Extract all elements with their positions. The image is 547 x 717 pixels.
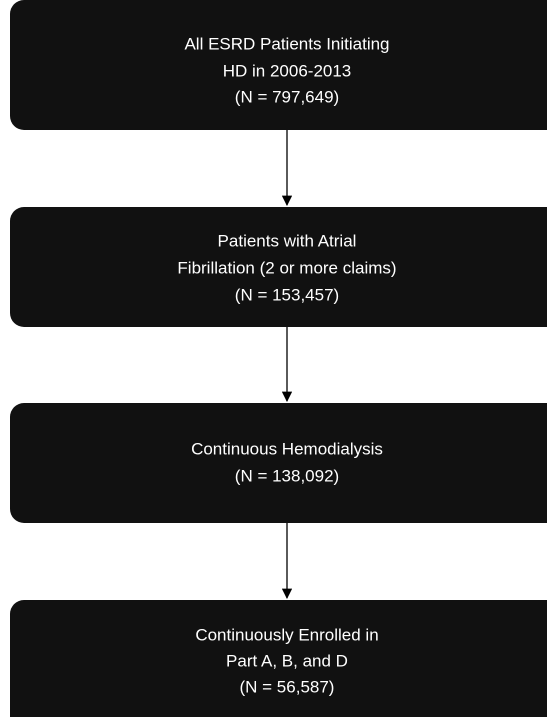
node-text: Patients with Atrial	[218, 231, 357, 250]
node-text: (N = 797,649)	[235, 87, 339, 106]
node-text: (N = 153,457)	[235, 285, 339, 304]
node-text: Continuously Enrolled in	[195, 625, 378, 644]
box	[10, 207, 547, 327]
node-text: (N = 56,587)	[240, 677, 335, 696]
box	[10, 403, 547, 523]
box	[10, 600, 547, 717]
node-text: HD in 2006-2013	[223, 61, 352, 80]
node-text: Continuous Hemodialysis	[191, 439, 383, 458]
node-text: Part A, B, and D	[226, 651, 348, 670]
node-text: All ESRD Patients Initiating	[184, 34, 389, 53]
box	[10, 0, 547, 130]
node-text: Fibrillation (2 or more claims)	[177, 258, 396, 277]
node-text: (N = 138,092)	[235, 466, 339, 485]
